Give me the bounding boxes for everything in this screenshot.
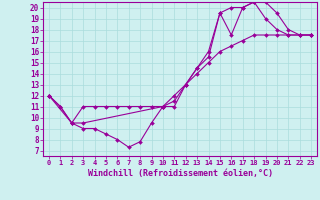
X-axis label: Windchill (Refroidissement éolien,°C): Windchill (Refroidissement éolien,°C) bbox=[87, 169, 273, 178]
